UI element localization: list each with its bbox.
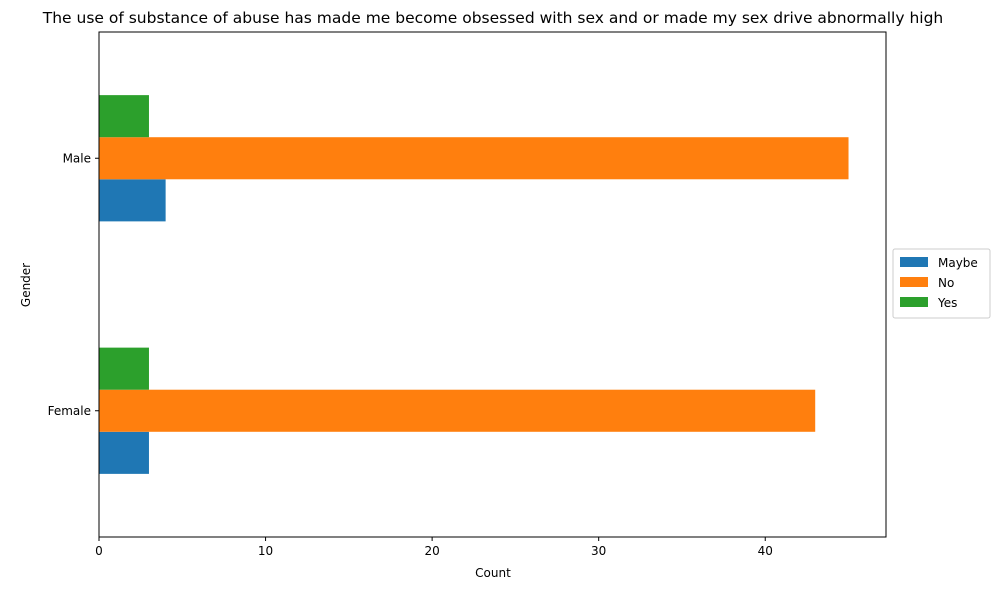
bar-female-maybe [99,431,149,474]
legend-label-maybe: Maybe [938,256,978,270]
legend-swatch-maybe [900,257,928,267]
plot-area: 0 10 20 30 40 Female Male [48,31,887,558]
legend-swatch-no [900,277,928,287]
x-tick-label: 10 [258,544,273,558]
x-tick-label: 20 [424,544,439,558]
chart-title: The use of substance of abuse has made m… [42,9,944,27]
bar-male-yes [99,95,149,138]
x-tick-label: 0 [95,544,103,558]
legend: Maybe No Yes [892,248,991,319]
x-axis-label: Count [475,566,511,580]
bar-male-no [99,137,849,180]
bar-female-no [99,389,816,432]
bar-female-yes [99,347,149,390]
x-tick-label: 30 [591,544,606,558]
legend-label-no: No [938,276,954,290]
y-axis-ticks: Female Male [48,151,99,418]
y-tick-label: Female [48,404,91,418]
bars [99,95,849,474]
legend-label-yes: Yes [937,296,957,310]
x-tick-label: 40 [758,544,773,558]
bar-male-maybe [99,179,166,222]
y-tick-label: Male [63,151,91,165]
x-axis-ticks: 0 10 20 30 40 [95,537,773,558]
y-axis-label: Gender [19,263,33,307]
legend-swatch-yes [900,297,928,307]
plot-frame [98,31,887,538]
